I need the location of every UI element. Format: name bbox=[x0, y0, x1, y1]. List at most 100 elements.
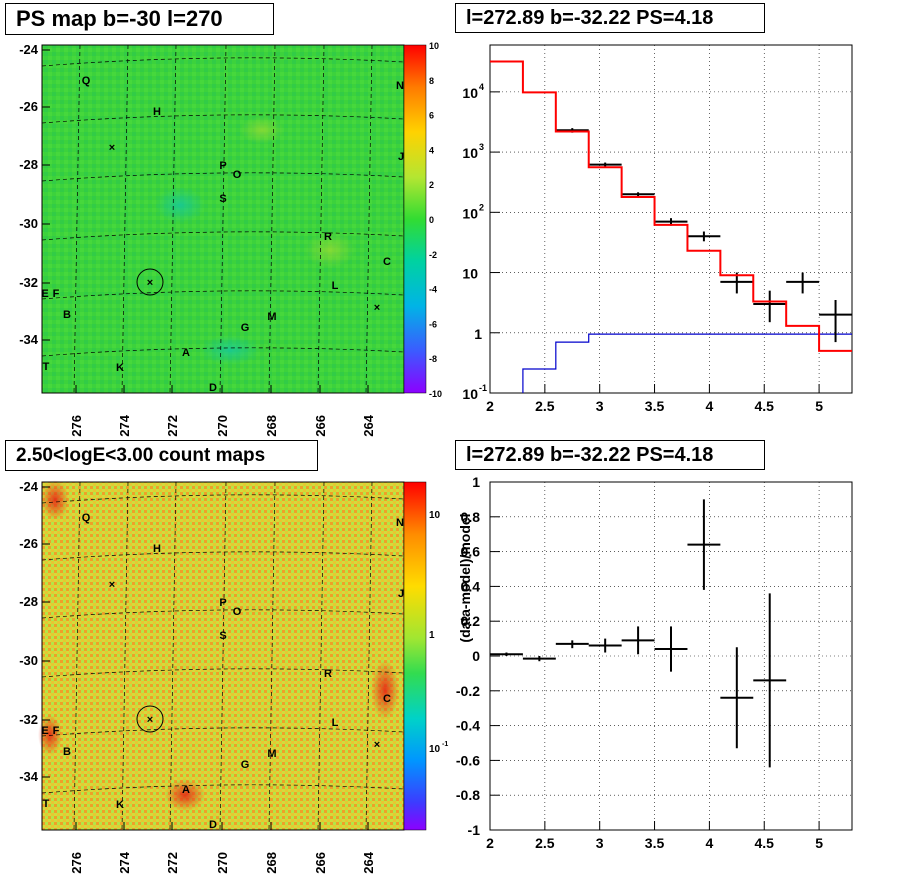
ps-map-source-label: E bbox=[41, 288, 48, 300]
count-map-l-tick-label: 264 bbox=[361, 851, 376, 873]
count-map-grid-lon bbox=[268, 481, 276, 831]
ps-map-source-label: L bbox=[332, 280, 339, 292]
spectrum-x-tick-label: 4.5 bbox=[755, 398, 775, 414]
ps-colorbar-tick-label: -8 bbox=[429, 354, 437, 364]
spectrum-y-tick-label: 10 bbox=[462, 145, 478, 161]
ps-colorbar bbox=[403, 44, 427, 394]
spectrum-x-tick-label: 2.5 bbox=[535, 398, 555, 414]
model-line bbox=[490, 60, 852, 352]
residual-y-tick-label: 0.4 bbox=[461, 578, 481, 594]
count-map-b-tick-label: -32 bbox=[19, 712, 38, 727]
residual-y-axis-label: (data-model)/model bbox=[457, 513, 473, 642]
ps-map-source-label: M bbox=[267, 311, 276, 323]
count-map-source-label: D bbox=[209, 819, 217, 831]
ps-map-source-label: K bbox=[116, 362, 124, 374]
count-map-b-tick-label: -26 bbox=[19, 536, 38, 551]
ps-map-b-tick-label: -30 bbox=[19, 216, 38, 231]
count-map-panel bbox=[38, 480, 427, 831]
count-map-source-label: P bbox=[219, 597, 226, 609]
residual-y-tick-label: -0.8 bbox=[456, 787, 480, 803]
ps-map-source-label: T bbox=[43, 361, 50, 373]
count-map-source-cross: × bbox=[374, 739, 380, 751]
ps-map-grid-lon bbox=[73, 44, 81, 394]
count-map-grid-lon bbox=[169, 481, 177, 831]
count-map-l-tick-label: 272 bbox=[165, 852, 180, 874]
count-map-feature bbox=[38, 715, 62, 755]
count-map-source-label: A bbox=[182, 784, 190, 796]
count-map-l-tick-label: 276 bbox=[69, 852, 84, 874]
count-map-feature bbox=[41, 480, 69, 520]
ps-map-source-cross: × bbox=[147, 277, 153, 289]
background-model-line bbox=[522, 333, 852, 393]
ps-map-source-label: G bbox=[241, 322, 250, 334]
count-colorbar bbox=[403, 481, 427, 831]
count-map-source-label: H bbox=[153, 543, 161, 555]
count-map-grid-lon bbox=[121, 481, 129, 831]
count-map-grid-lon bbox=[73, 481, 81, 831]
count-map-l-tick-label: 274 bbox=[117, 851, 132, 873]
spectrum-y-tick-exponent: -1 bbox=[479, 383, 487, 393]
residual-y-tick-label: -0.4 bbox=[456, 718, 480, 734]
ps-map-source-label: B bbox=[63, 309, 71, 321]
residual-y-tick-label: -1 bbox=[468, 822, 481, 838]
spectrum-x-tick-label: 5 bbox=[815, 398, 823, 414]
ps-colorbar-tick-label: 6 bbox=[429, 111, 434, 121]
residual-x-tick-label: 3 bbox=[596, 835, 604, 851]
residual-x-tick-label: 2.5 bbox=[535, 835, 555, 851]
ps-map-grid-lon bbox=[121, 44, 129, 394]
ps-map-grid-lon bbox=[317, 44, 325, 394]
count-map-source-label: B bbox=[63, 746, 71, 758]
count-map-l-tick-label: 266 bbox=[313, 852, 328, 874]
count-map-source-label: R bbox=[324, 668, 332, 680]
count-map-grid-lon bbox=[317, 481, 325, 831]
ps-map-l-tick-label: 268 bbox=[264, 415, 279, 437]
spectrum-y-tick-label: 10 bbox=[462, 85, 478, 101]
ps-map-l-tick-label: 272 bbox=[165, 415, 180, 437]
ps-colorbar-tick-label: -6 bbox=[429, 319, 437, 329]
ps-map-l-tick-label: 276 bbox=[69, 415, 84, 437]
ps-colorbar-tick-label: 8 bbox=[429, 76, 434, 86]
ps-map-source-label: H bbox=[153, 106, 161, 118]
spectrum-y-tick-exponent: 2 bbox=[479, 202, 484, 212]
residual-y-tick-label: -0.2 bbox=[456, 683, 480, 699]
count-map-source-label: K bbox=[116, 799, 124, 811]
residual-y-tick-label: 0.6 bbox=[461, 544, 481, 560]
count-map-l-tick-label: 268 bbox=[264, 852, 279, 874]
count-map-source-label: G bbox=[241, 759, 250, 771]
ps-map-source-cross: × bbox=[109, 142, 115, 154]
count-map-title: 2.50<logE<3.00 count maps bbox=[5, 440, 318, 471]
ps-colorbar-tick-label: -2 bbox=[429, 250, 437, 260]
ps-map-source-label: R bbox=[324, 231, 332, 243]
spectrum-y-tick-label: 10 bbox=[462, 266, 478, 282]
count-map-source-label: T bbox=[43, 798, 50, 810]
ps-map-field bbox=[42, 45, 404, 393]
ps-map-b-tick-label: -32 bbox=[19, 275, 38, 290]
count-map-l-tick-label: 270 bbox=[215, 852, 230, 874]
ps-map-feature bbox=[200, 335, 260, 365]
spectrum-y-tick-exponent: 4 bbox=[479, 82, 484, 92]
residual-x-tick-label: 2 bbox=[486, 835, 494, 851]
ps-map-source-label: C bbox=[383, 256, 391, 268]
count-map-feature bbox=[165, 779, 205, 811]
spectrum-y-tick-label: 10 bbox=[462, 205, 478, 221]
ps-map-grid-lon bbox=[219, 44, 227, 394]
ps-colorbar-tick-label: 0 bbox=[429, 215, 434, 225]
count-map-source-label: O bbox=[233, 606, 242, 618]
ps-map-panel bbox=[41, 44, 427, 394]
count-map-source-label: Q bbox=[82, 512, 91, 524]
count-map-b-tick-label: -24 bbox=[19, 479, 39, 494]
ps-map-title: PS map b=-30 l=270 bbox=[5, 3, 274, 35]
count-colorbar-tick-label: 10 bbox=[429, 510, 441, 521]
count-map-source-label: M bbox=[267, 748, 276, 760]
count-map-b-tick-label: -30 bbox=[19, 653, 38, 668]
ps-map-l-tick-label: 266 bbox=[313, 415, 328, 437]
spectrum-x-tick-label: 2 bbox=[486, 398, 494, 414]
ps-map-source-label: D bbox=[209, 382, 217, 394]
spectrum-x-tick-label: 3.5 bbox=[645, 398, 665, 414]
ps-map-grid-lon bbox=[268, 44, 276, 394]
ps-map-source-label: O bbox=[233, 169, 242, 181]
residual-y-tick-label: 1 bbox=[472, 474, 480, 490]
ps-map-feature bbox=[240, 116, 284, 144]
spectrum-y-tick-label: 10 bbox=[462, 386, 478, 402]
